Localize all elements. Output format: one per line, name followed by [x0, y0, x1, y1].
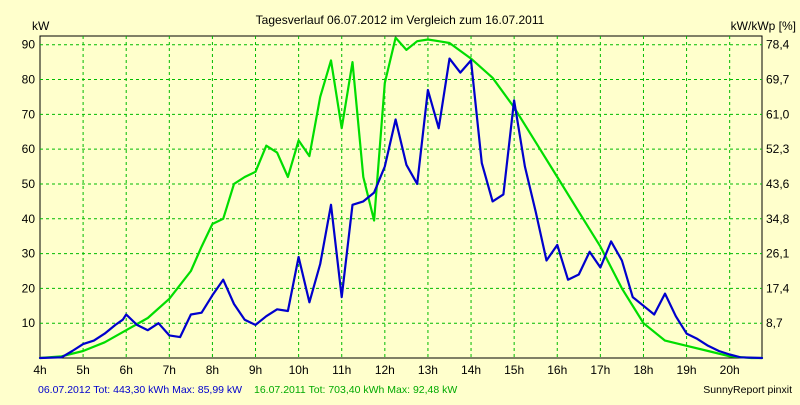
footer-series1-stats: 06.07.2012 Tot: 443,30 kWh Max: 85,99 kW: [38, 384, 242, 396]
x-tick-label: 10h: [289, 363, 309, 377]
series-layer: [38, 36, 764, 360]
y-tick-label-left: 40: [22, 212, 36, 226]
y-tick-label-right: 69,7: [766, 73, 790, 87]
y-tick-label-left: 60: [22, 142, 36, 156]
x-tick-label: 12h: [375, 363, 395, 377]
y-axis-label-left: kW: [32, 19, 50, 33]
footer-series2-stats: 16.07.2011 Tot: 703,40 kWh Max: 92,48 kW: [254, 384, 457, 396]
x-tick-label: 13h: [418, 363, 438, 377]
y-tick-label-right: 52,3: [766, 142, 790, 156]
y-tick-label-right: 78,4: [766, 38, 790, 52]
y-tick-label-left: 20: [22, 281, 36, 295]
footer-credit: SunnyReport pinxit: [703, 384, 792, 396]
x-tick-label: 14h: [461, 363, 481, 377]
plot-frame: [39, 35, 763, 359]
y-tick-label-left: 30: [22, 247, 36, 261]
y-tick-label-right: 43,6: [766, 177, 790, 191]
y-tick-label-left: 70: [22, 107, 36, 121]
y-tick-label-left: 10: [22, 316, 36, 330]
axes-labels: 4h 5h 6h 7h 8h 9h 10h 11h 12h 13h 14h 15h 16h 17h 18h 1…: [22, 38, 790, 377]
chart-title: Tagesverlauf 06.07.2012 im Vergleich zum…: [256, 13, 545, 27]
x-tick-label: 20h: [720, 363, 740, 377]
y-tick-label-left: 80: [22, 73, 36, 87]
y-tick-label-right: 34,8: [766, 212, 790, 226]
x-tick-label: 16h: [547, 363, 567, 377]
series-line-1: [38, 57, 764, 360]
plot-area: [39, 35, 763, 359]
y-tick-label-right: 61,0: [766, 107, 790, 121]
y-tick-label-left: 50: [22, 177, 36, 191]
y-tick-label-right: 8,7: [766, 316, 783, 330]
series-line-2: [38, 36, 764, 360]
x-tick-label: 4h: [33, 363, 46, 377]
x-tick-label: 8h: [206, 363, 219, 377]
x-tick-label: 5h: [76, 363, 89, 377]
x-tick-label: 6h: [120, 363, 133, 377]
x-tick-label: 9h: [249, 363, 262, 377]
x-tick-label: 7h: [163, 363, 176, 377]
y-tick-label-right: 17,4: [766, 281, 790, 295]
y-tick-label-right: 26,1: [766, 247, 790, 261]
x-tick-label: 18h: [633, 363, 653, 377]
y-tick-label-left: 90: [22, 38, 36, 52]
y-axis-label-right: kW/kWp [%]: [731, 19, 796, 33]
x-tick-label: 15h: [504, 363, 524, 377]
x-tick-label: 17h: [590, 363, 610, 377]
x-tick-label: 11h: [332, 363, 351, 377]
x-tick-label: 19h: [677, 363, 697, 377]
